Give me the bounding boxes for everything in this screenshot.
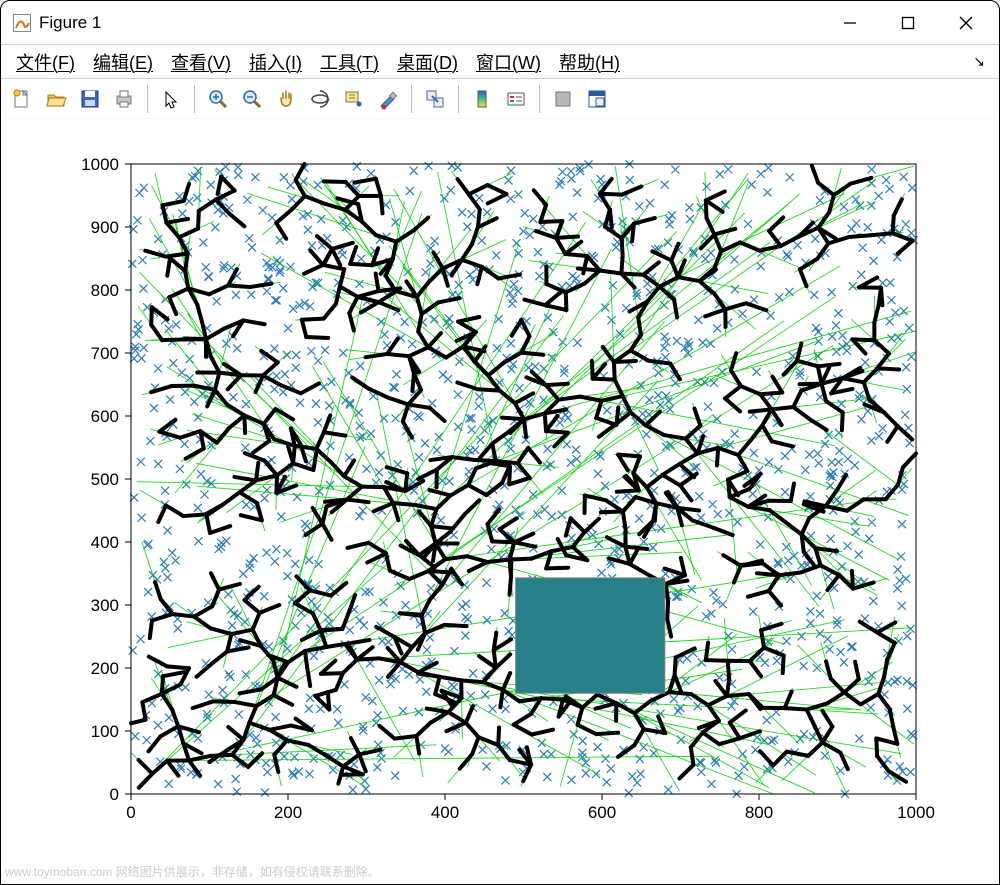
svg-text:400: 400 <box>91 533 119 552</box>
zoom-out-icon[interactable] <box>237 84 267 114</box>
svg-text:400: 400 <box>431 803 459 822</box>
svg-text:1000: 1000 <box>897 803 935 822</box>
pan-icon[interactable] <box>271 84 301 114</box>
toolbar-separator <box>411 85 412 113</box>
menu-item-5[interactable]: 桌面(D) <box>388 47 467 77</box>
titlebar: Figure 1 <box>1 1 999 45</box>
watermark-text: www.toymoban.com 网络图片供展示，非存储，如有侵权请联系删除。 <box>1 863 380 880</box>
minimize-button[interactable] <box>821 3 879 43</box>
svg-text:300: 300 <box>91 596 119 615</box>
menubar: 文件(F)编辑(E)查看(V)插入(I)工具(T)桌面(D)窗口(W)帮助(H)… <box>1 45 999 79</box>
pointer-icon[interactable] <box>156 84 186 114</box>
svg-text:800: 800 <box>91 281 119 300</box>
brush-icon[interactable] <box>373 84 403 114</box>
data-cursor-icon[interactable] <box>339 84 369 114</box>
svg-text:100: 100 <box>91 722 119 741</box>
svg-text:0: 0 <box>110 785 119 804</box>
toolbar-separator <box>194 85 195 113</box>
dock-icon[interactable] <box>582 84 612 114</box>
svg-text:200: 200 <box>91 659 119 678</box>
link-axes-icon[interactable] <box>420 84 450 114</box>
matlab-figure-icon <box>13 14 31 32</box>
toolbar-separator <box>458 85 459 113</box>
obstacle-rect <box>516 578 665 693</box>
svg-text:500: 500 <box>91 470 119 489</box>
zoom-in-icon[interactable] <box>203 84 233 114</box>
svg-text:600: 600 <box>91 407 119 426</box>
svg-text:1000: 1000 <box>81 155 119 174</box>
menu-item-3[interactable]: 插入(I) <box>240 47 311 77</box>
save-icon[interactable] <box>75 84 105 114</box>
print-icon[interactable] <box>109 84 139 114</box>
figure-area: 0 200 400 600 800 1000 0 100 200 300 400 500 600 700 8… <box>1 119 999 884</box>
window-title: Figure 1 <box>39 13 101 33</box>
legend-icon[interactable] <box>501 84 531 114</box>
menu-item-1[interactable]: 编辑(E) <box>84 47 162 77</box>
svg-text:800: 800 <box>745 803 773 822</box>
svg-text:200: 200 <box>274 803 302 822</box>
toolbar <box>1 79 999 119</box>
menu-item-4[interactable]: 工具(T) <box>311 47 388 77</box>
figure-window: Figure 1 文件(F)编辑(E)查看(V)插入(I)工具(T)桌面(D)窗… <box>0 0 1000 885</box>
maximize-button[interactable] <box>879 3 937 43</box>
hide-icon[interactable] <box>548 84 578 114</box>
new-file-icon[interactable] <box>7 84 37 114</box>
rotate3d-icon[interactable] <box>305 84 335 114</box>
open-folder-icon[interactable] <box>41 84 71 114</box>
menu-item-0[interactable]: 文件(F) <box>7 47 84 77</box>
menu-item-6[interactable]: 窗口(W) <box>467 47 550 77</box>
menu-item-7[interactable]: 帮助(H) <box>550 47 629 77</box>
toolbar-separator <box>539 85 540 113</box>
svg-text:700: 700 <box>91 344 119 363</box>
toolbar-separator <box>147 85 148 113</box>
colorbar-icon[interactable] <box>467 84 497 114</box>
dock-arrow-icon[interactable]: ↘ <box>973 53 993 70</box>
close-button[interactable] <box>937 3 995 43</box>
svg-text:0: 0 <box>126 803 135 822</box>
svg-text:900: 900 <box>91 218 119 237</box>
axes[interactable]: 0 200 400 600 800 1000 0 100 200 300 400 500 600 700 8… <box>1 119 1000 879</box>
menu-item-2[interactable]: 查看(V) <box>162 47 240 77</box>
svg-text:600: 600 <box>588 803 616 822</box>
